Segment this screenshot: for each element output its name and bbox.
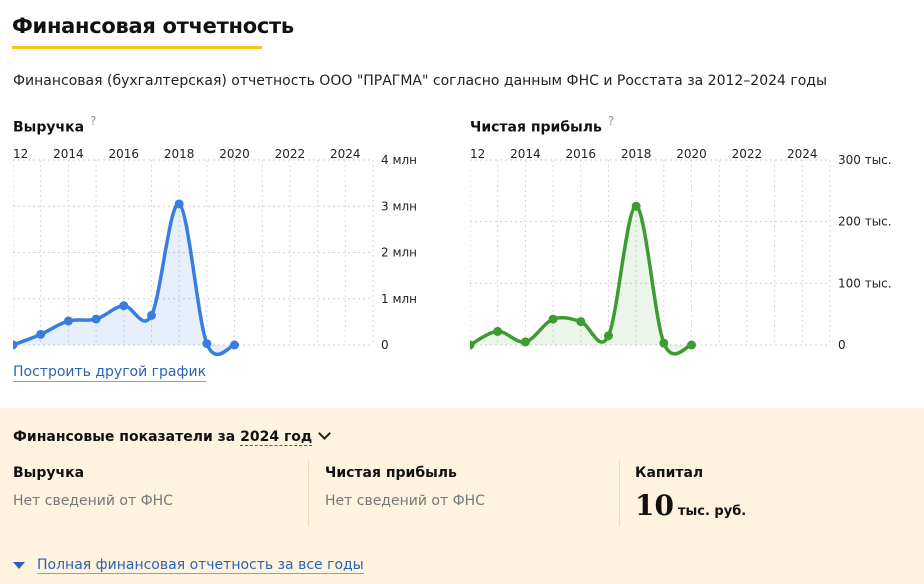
series-line — [470, 204, 693, 356]
data-point — [659, 338, 669, 348]
x-tick-label: 2014 — [510, 147, 541, 161]
data-point — [119, 301, 129, 311]
data-point — [631, 201, 641, 211]
metric-capital: Капитал 10 тыс. руб. — [635, 465, 746, 522]
y-tick-label: 300 тыс. — [838, 153, 892, 167]
x-tick-label: 2018 — [621, 147, 652, 161]
data-point — [174, 199, 184, 209]
x-tick-label: 2020 — [219, 147, 250, 161]
series-area — [13, 203, 235, 355]
profit-chart-title: Чистая прибыль — [470, 119, 602, 136]
x-tick-label: 2024 — [330, 147, 361, 161]
metric-profit: Чистая прибыль Нет сведений от ФНС — [325, 465, 485, 509]
y-tick-label: 200 тыс. — [838, 215, 892, 229]
y-tick-label: 2 млн — [381, 246, 417, 260]
x-tick-label: 2018 — [164, 147, 195, 161]
data-point — [470, 340, 475, 350]
data-point — [493, 326, 503, 336]
x-tick-label: 2024 — [787, 147, 818, 161]
x-tick-label: 2022 — [732, 147, 763, 161]
metric-divider — [619, 460, 620, 526]
x-tick-label: 2022 — [275, 147, 306, 161]
revenue-chart-title: Выручка — [13, 119, 85, 136]
data-point — [230, 340, 240, 350]
data-point — [63, 316, 73, 326]
profit-chart: 0 100 тыс. 200 тыс. 300 тыс. 2012 2014 2016 201… — [470, 147, 892, 356]
data-point — [603, 331, 613, 341]
capital-number: 10 — [635, 489, 674, 522]
series-area — [470, 206, 692, 354]
data-point — [91, 314, 101, 324]
data-point — [36, 329, 46, 339]
y-tick-label: 100 тыс. — [838, 276, 892, 290]
year-selector[interactable]: 2024 год — [240, 429, 313, 446]
metric-revenue-label: Выручка — [13, 465, 85, 481]
y-tick-label: 0 — [381, 338, 389, 352]
page-subtitle: Финансовая (бухгалтерская) отчетность ОО… — [13, 73, 828, 89]
x-tick-label: 2012 — [13, 147, 28, 161]
x-tick-label: 2016 — [108, 147, 139, 161]
build-other-chart-link[interactable]: Построить другой график — [13, 364, 207, 382]
revenue-help-icon[interactable]: ? — [90, 114, 97, 128]
metric-revenue: Выручка Нет сведений от ФНС — [13, 465, 173, 509]
metric-capital-label: Капитал — [635, 465, 704, 481]
triangle-down-icon[interactable] — [13, 561, 25, 569]
page-title: Финансовая отчетность — [12, 14, 294, 38]
y-tick-label: 0 — [838, 338, 846, 352]
metric-profit-value: Нет сведений от ФНС — [325, 493, 485, 509]
x-tick-label: 2016 — [565, 147, 596, 161]
series-line — [13, 202, 236, 357]
data-point — [146, 310, 156, 320]
summary-title-prefix: Финансовые показатели за — [13, 429, 236, 445]
full-report-toggle[interactable]: Полная финансовая отчетность за все годы — [13, 557, 364, 574]
data-point — [13, 340, 18, 350]
metric-capital-value: 10 тыс. руб. — [635, 489, 746, 522]
y-tick-label: 3 млн — [381, 199, 417, 213]
financial-summary-panel: Финансовые показатели за 2024 год Выручк… — [0, 408, 924, 584]
summary-title: Финансовые показатели за 2024 год — [13, 427, 332, 446]
data-point — [576, 317, 586, 327]
chevron-down-icon[interactable] — [318, 427, 332, 440]
y-tick-label: 1 млн — [381, 292, 417, 306]
capital-unit: тыс. руб. — [677, 504, 747, 519]
data-point — [520, 337, 530, 347]
data-point — [548, 314, 558, 324]
x-tick-label: 2012 — [470, 147, 485, 161]
profit-help-icon[interactable]: ? — [607, 114, 615, 128]
revenue-chart-header: Выручка? — [13, 114, 96, 135]
revenue-chart: 0 1 млн 2 млн 3 млн 4 млн 2012 2014 2016 2018 202… — [13, 147, 417, 357]
x-tick-label: 2014 — [53, 147, 84, 161]
x-tick-label: 2020 — [676, 147, 707, 161]
metric-revenue-value: Нет сведений от ФНС — [13, 493, 173, 509]
data-point — [687, 340, 697, 350]
full-report-link[interactable]: Полная финансовая отчетность за все годы — [37, 557, 364, 574]
metric-divider — [308, 460, 309, 526]
metric-profit-label: Чистая прибыль — [325, 465, 457, 481]
title-underline — [12, 46, 262, 49]
y-tick-label: 4 млн — [381, 153, 417, 167]
data-point — [202, 339, 212, 349]
profit-chart-header: Чистая прибыль? — [470, 114, 614, 135]
